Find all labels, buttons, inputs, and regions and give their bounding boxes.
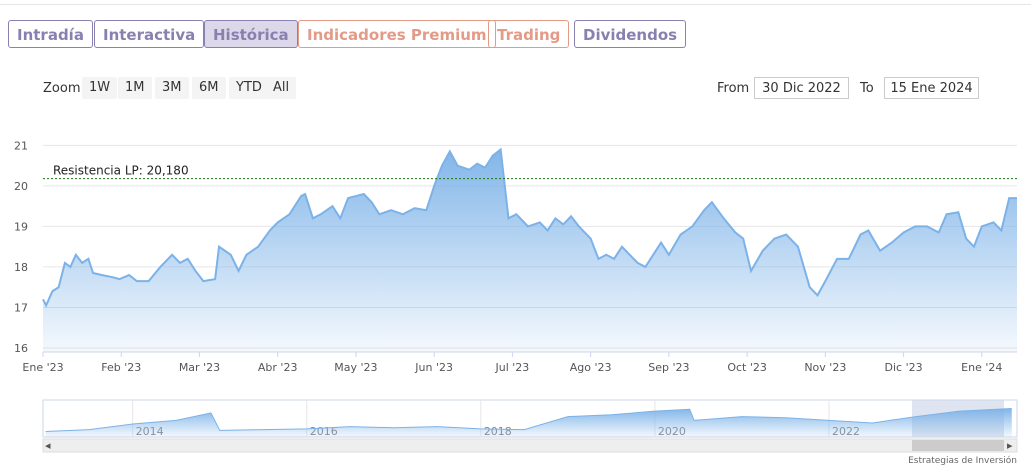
zoom-button[interactable]: 3M [155,77,189,99]
y-tick-label: 17 [14,301,28,314]
y-tick-label: 21 [14,139,28,152]
from-input[interactable]: 30 Dic 2022 [754,77,849,99]
x-tick-label: Ago '23 [570,361,612,374]
scroll-left[interactable]: ◂ [45,439,51,452]
tab[interactable]: Indicadores Premium [298,20,496,48]
navigator-area [45,408,1012,437]
y-tick-label: 16 [14,342,28,355]
x-tick-label: Feb '23 [101,361,141,374]
x-tick-label: Jun '23 [414,361,453,374]
zoom-label: Zoom [43,81,81,96]
resistance-label: Resistencia LP: 20,180 [53,164,189,178]
scrollbar-thumb[interactable] [912,440,1004,451]
y-tick-label: 19 [14,220,28,233]
zoom-button[interactable]: All [266,77,297,99]
zoom-button[interactable]: 6M [192,77,226,99]
tab[interactable]: Intradía [8,20,93,48]
x-tick-label: Nov '23 [804,361,846,374]
x-tick-label: Sep '23 [648,361,689,374]
tab[interactable]: Dividendos [574,20,687,48]
price-line [42,147,1017,308]
x-tick-label: Mar '23 [179,361,220,374]
price-area [43,149,1017,352]
from-label: From [717,81,750,96]
y-tick-label: 18 [14,261,28,274]
x-tick-label: Oct '23 [727,361,767,374]
to-input[interactable]: 15 Ene 2024 [884,77,979,99]
y-tick-label: 20 [14,180,28,193]
tab[interactable]: Trading [488,20,570,48]
zoom-button[interactable]: YTD [229,77,269,99]
x-tick-label: Jul '23 [494,361,529,374]
scrollbar[interactable] [42,438,1018,453]
top-rule [0,4,1031,5]
tab[interactable]: Interactiva [94,20,205,48]
x-tick-label: Ene '24 [961,361,1002,374]
zoom-button[interactable]: 1M [118,77,152,99]
credit: Estrategias de Inversión [908,455,1017,466]
x-tick-label: Abr '23 [258,361,298,374]
x-tick-label: May '23 [334,361,377,374]
scroll-right[interactable]: ▸ [1007,439,1013,452]
tab[interactable]: Histórica [204,20,298,48]
x-tick-label: Dic '23 [885,361,923,374]
to-label: To [860,81,874,96]
navigator-line [45,408,1012,432]
zoom-button[interactable]: 1W [82,77,118,99]
x-tick-label: Ene '23 [22,361,63,374]
